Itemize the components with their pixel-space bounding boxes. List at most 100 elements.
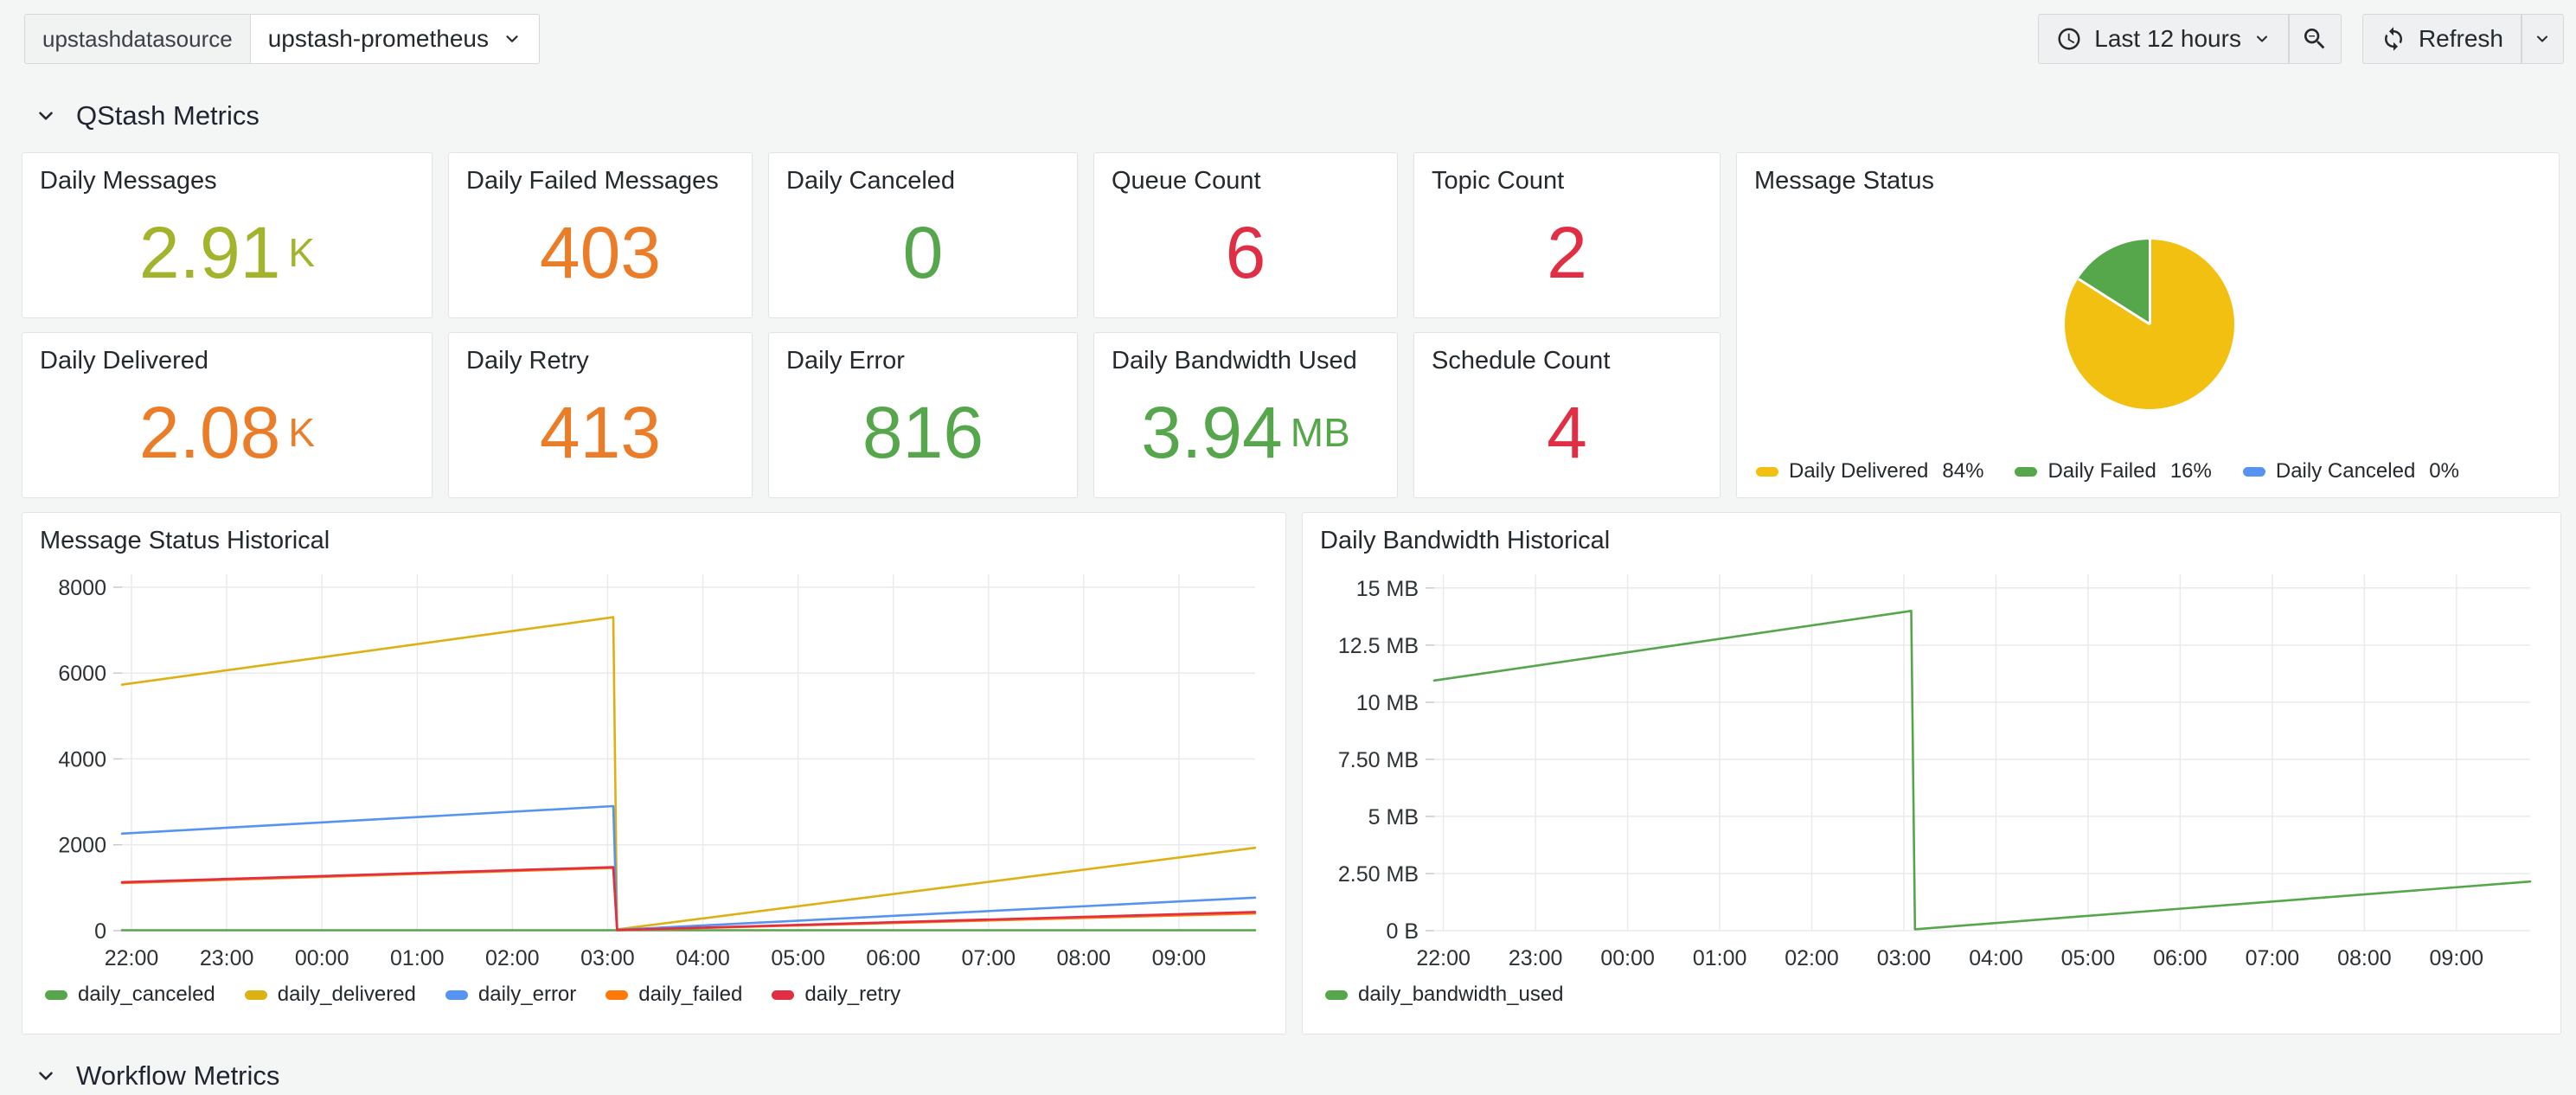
legend-item-daily-failed[interactable]: Daily Failed 16% [2015, 459, 2212, 483]
refresh-label: Refresh [2418, 25, 2503, 52]
stat-value: 0 [902, 211, 944, 293]
legend-label: Daily Delivered [1789, 459, 1929, 483]
svg-text:04:00: 04:00 [676, 946, 730, 970]
panel-title[interactable]: Queue Count [1112, 167, 1261, 195]
stat-value: 4 [1547, 391, 1587, 473]
svg-text:7.50 MB: 7.50 MB [1338, 748, 1419, 772]
svg-text:01:00: 01:00 [1693, 946, 1747, 970]
svg-text:6000: 6000 [58, 662, 106, 686]
svg-text:0 B: 0 B [1386, 919, 1419, 944]
svg-text:22:00: 22:00 [1416, 946, 1471, 970]
panel-title[interactable]: Schedule Count [1432, 347, 1611, 375]
legend-swatch [606, 989, 629, 1000]
legend-label: Daily Canceled [2275, 459, 2416, 483]
svg-text:00:00: 00:00 [295, 946, 349, 970]
svg-text:5 MB: 5 MB [1368, 805, 1419, 829]
svg-text:4000: 4000 [58, 747, 106, 772]
datasource-select[interactable]: upstash-prometheus [250, 14, 540, 64]
pie-slice-divider [2148, 240, 2151, 324]
section-row-workflow-metrics[interactable]: Workflow Metrics [35, 1057, 2576, 1095]
toolbar-actions: Last 12 hours Refresh [2038, 14, 2564, 64]
svg-text:05:00: 05:00 [2061, 946, 2116, 970]
panel-title[interactable]: Daily Bandwidth Used [1112, 347, 1357, 375]
legend-item-daily-canceled[interactable]: Daily Canceled 0% [2242, 459, 2459, 483]
legend-item-daily_bandwidth_used[interactable]: daily_bandwidth_used [1325, 983, 1564, 1007]
timeseries-chart[interactable]: 22:00 23:00 00:00 01:00 02:00 03:00 04:00 05:00… [40, 560, 1271, 981]
message-status-historical-panel: Message Status Historical 22:00 23:00 00:0… [22, 512, 1286, 1034]
stat-panel-daily-delivered: Daily Delivered 2.08 K [22, 332, 433, 498]
stat-panel-queue-count: Queue Count 6 [1093, 152, 1398, 318]
svg-text:02:00: 02:00 [485, 946, 540, 970]
legend-item-daily_delivered[interactable]: daily_delivered [244, 983, 416, 1007]
stat-panel-daily-messages: Daily Messages 2.91 K [22, 152, 433, 318]
legend-item-daily_failed[interactable]: daily_failed [606, 983, 742, 1007]
panel-title[interactable]: Message Status Historical [40, 527, 330, 554]
legend-percent: 84% [1942, 459, 1984, 483]
message-status-pie-chart[interactable] [2065, 240, 2234, 409]
stat-panel-daily-canceled: Daily Canceled 0 [768, 152, 1078, 318]
panel-title[interactable]: Daily Failed Messages [466, 167, 719, 195]
svg-text:05:00: 05:00 [771, 946, 825, 970]
zoom-out-icon [2301, 25, 2329, 53]
chevron-down-icon [2253, 30, 2271, 48]
pie-legend: Daily Delivered 84% Daily Failed 16% Daily C… [1756, 459, 2459, 483]
refresh-button[interactable]: Refresh [2361, 14, 2522, 64]
refresh-interval-dropdown[interactable] [2522, 14, 2564, 64]
chart-legend: daily_bandwidth_used [1325, 983, 2560, 1007]
stat-panel-daily-retry: Daily Retry 413 [448, 332, 753, 498]
svg-text:0: 0 [94, 919, 106, 944]
legend-swatch [2015, 466, 2038, 477]
time-range-label: Last 12 hours [2094, 25, 2241, 52]
legend-item-daily_canceled[interactable]: daily_canceled [45, 983, 215, 1007]
legend-swatch [772, 989, 795, 1000]
svg-text:06:00: 06:00 [2153, 946, 2208, 970]
legend-label: daily_canceled [78, 983, 215, 1006]
legend-label: daily_failed [638, 983, 743, 1006]
panel-title[interactable]: Daily Bandwidth Historical [1320, 527, 1611, 554]
svg-text:03:00: 03:00 [580, 946, 635, 970]
stat-value: 2.08 K [138, 391, 316, 473]
stat-value: 3.94 MB [1141, 391, 1350, 473]
panel-title[interactable]: Message Status [1754, 167, 1934, 195]
svg-text:15 MB: 15 MB [1356, 577, 1419, 601]
dashboard-toolbar: upstashdatasource upstash-prometheus Las… [0, 0, 2576, 64]
stat-value: 6 [1225, 211, 1266, 293]
stat-value: 816 [862, 391, 984, 473]
time-range-picker[interactable]: Last 12 hours [2038, 14, 2289, 64]
timeseries-chart[interactable]: 22:00 23:00 00:00 01:00 02:00 03:00 04:00 05:00… [1320, 560, 2546, 981]
svg-text:07:00: 07:00 [962, 946, 1016, 970]
panel-title[interactable]: Daily Messages [40, 167, 217, 195]
legend-swatch [244, 989, 267, 1000]
legend-label: daily_delivered [277, 983, 416, 1006]
legend-item-daily-delivered[interactable]: Daily Delivered 84% [1756, 459, 1983, 483]
panel-title[interactable]: Daily Canceled [786, 167, 956, 195]
charts-row: Message Status Historical 22:00 23:00 00:0… [0, 498, 2576, 1034]
svg-text:22:00: 22:00 [105, 946, 159, 970]
svg-text:07:00: 07:00 [2246, 946, 2300, 970]
stats-grid: Message Status Daily Delivered 84% Daily F… [0, 135, 2576, 498]
section-title: QStash Metrics [76, 100, 260, 131]
legend-item-daily_retry[interactable]: daily_retry [772, 983, 900, 1007]
panel-title[interactable]: Daily Delivered [40, 347, 209, 375]
stat-panel-daily-bandwidth-used: Daily Bandwidth Used 3.94 MB [1093, 332, 1398, 498]
svg-text:01:00: 01:00 [390, 946, 445, 970]
legend-swatch [1325, 989, 1348, 1000]
legend-swatch [445, 989, 468, 1000]
stat-value: 403 [539, 211, 662, 293]
section-row-qstash-metrics[interactable]: QStash Metrics [35, 97, 2576, 135]
svg-text:8000: 8000 [58, 576, 106, 600]
panel-title[interactable]: Daily Retry [466, 347, 589, 375]
datasource-value: upstash-prometheus [267, 25, 489, 52]
panel-title[interactable]: Topic Count [1432, 167, 1565, 195]
panel-title[interactable]: Daily Error [786, 347, 905, 375]
stat-panel-daily-failed-messages: Daily Failed Messages 403 [448, 152, 753, 318]
message-status-panel: Message Status Daily Delivered 84% Daily F… [1736, 152, 2560, 498]
svg-text:10 MB: 10 MB [1356, 691, 1419, 715]
svg-text:02:00: 02:00 [1785, 946, 1839, 970]
section-title: Workflow Metrics [76, 1060, 280, 1091]
zoom-out-button[interactable] [2288, 14, 2342, 64]
datasource-picker: upstashdatasource upstash-prometheus [24, 14, 540, 64]
svg-text:23:00: 23:00 [1509, 946, 1563, 970]
legend-item-daily_error[interactable]: daily_error [445, 983, 576, 1007]
legend-percent: 16% [2169, 459, 2212, 483]
